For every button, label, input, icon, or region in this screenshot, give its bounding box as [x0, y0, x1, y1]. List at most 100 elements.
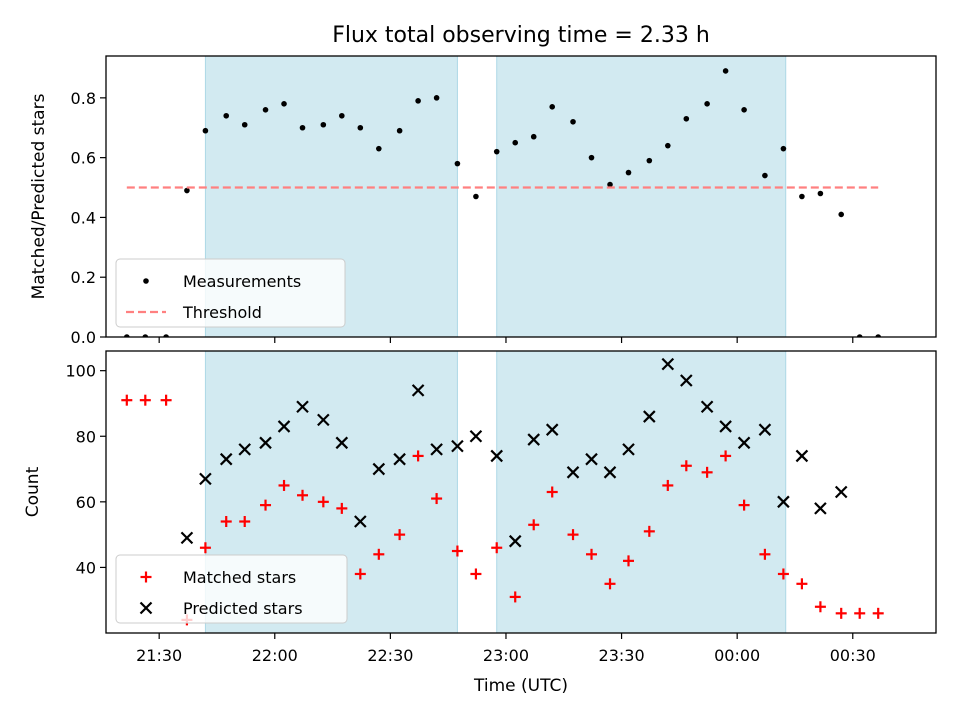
matched-star-point: [546, 486, 558, 498]
matched-star-point: [796, 578, 808, 590]
measurement-point: [299, 124, 306, 131]
x-tick-label: 22:30: [367, 646, 413, 665]
predicted-star-point: [490, 449, 504, 463]
measurement-point: [607, 181, 613, 188]
matched-star-point: [623, 555, 635, 567]
y-tick-label: 40: [76, 558, 96, 577]
y-tick-label: 0.2: [71, 268, 96, 287]
measurement-point: [762, 172, 768, 179]
predicted-star-point: [199, 472, 212, 486]
chart-title: Flux total observing time = 2.33 h: [332, 23, 710, 48]
predicted-star-point: [393, 452, 406, 466]
measurement-point: [817, 190, 824, 197]
predicted-star-point: [372, 462, 386, 476]
y-tick-label: 0.4: [71, 208, 96, 227]
predicted-star-point: [585, 452, 598, 466]
matched-star-point: [777, 568, 789, 580]
legend-label: Matched stars: [183, 568, 296, 587]
y-tick-label: 60: [76, 493, 96, 512]
measurement-point: [142, 334, 149, 337]
predicted-star-point: [603, 466, 617, 479]
predicted-star-point: [430, 443, 443, 456]
matched-star-point: [317, 496, 329, 508]
measurement-point: [357, 124, 364, 131]
matched-star-point: [260, 499, 272, 511]
matched-star-point: [528, 519, 540, 531]
measurement-point: [646, 157, 653, 164]
predicted-star-point: [795, 449, 809, 463]
matched-star-point: [814, 601, 826, 613]
predicted-star-point: [777, 495, 790, 509]
matched-star-point: [121, 394, 133, 406]
predicted-star-point: [317, 413, 330, 427]
matched-star-point: [139, 394, 151, 406]
plot-frame: [105, 55, 937, 338]
x-tick-label: 23:30: [599, 646, 645, 665]
measurement-point: [530, 133, 537, 140]
matched-star-point: [160, 394, 172, 406]
y-axis-label: Matched/Predicted stars: [29, 93, 49, 299]
matched-star-point: [278, 479, 290, 491]
predicted-star-point: [354, 515, 367, 528]
measurement-point: [493, 148, 500, 155]
x-axis-label: Time (UTC): [473, 676, 568, 696]
predicted-star-point: [680, 374, 693, 387]
measurement-point: [281, 101, 287, 107]
predicted-star-point: [758, 423, 772, 436]
measurement-point: [799, 193, 805, 200]
matched-star-point: [354, 568, 366, 580]
measurement-point: [454, 160, 461, 167]
predicted-star-point: [814, 502, 827, 515]
predicted-star-point: [700, 400, 714, 414]
matched-star-point: [567, 529, 579, 541]
legend-box: [115, 554, 348, 624]
matched-star-point: [759, 548, 771, 560]
measurement-point: [184, 187, 190, 194]
predicted-star-point: [335, 436, 349, 450]
legend-marker-predicted: [139, 601, 153, 615]
measurement-point: [415, 98, 421, 104]
matched-star-point: [394, 529, 406, 541]
measurement-point: [163, 334, 169, 337]
y-tick-label: 0.6: [71, 149, 96, 168]
matched-star-point: [738, 499, 750, 511]
matched-star-point: [451, 545, 463, 557]
matched-star-point: [336, 502, 348, 514]
predicted-star-point: [469, 429, 483, 443]
matched-star-point: [662, 479, 674, 491]
predicted-star-point: [719, 420, 732, 433]
measurement-point: [875, 334, 881, 337]
measurement-point: [262, 107, 269, 113]
predicted-star-point: [545, 423, 559, 436]
measurement-point: [780, 145, 787, 152]
predicted-star-point: [661, 357, 675, 371]
matched-star-point: [835, 607, 847, 619]
y-tick-label: 80: [76, 427, 96, 446]
y-tick-label: 0.8: [71, 89, 96, 108]
measurement-point: [433, 95, 440, 101]
predicted-star-point: [737, 436, 751, 450]
measurement-point: [512, 139, 519, 146]
measurement-point: [704, 101, 710, 107]
predicted-star-point: [238, 443, 251, 456]
panel-ratio: 0.0 0.2 0.4 0.6 0.8 Matched/Predicted stars Me…: [29, 55, 937, 347]
matched-star-point: [199, 542, 211, 554]
legend-marker-measurements: [143, 278, 149, 284]
matched-star-point: [220, 516, 232, 528]
predicted-star-point: [527, 433, 540, 446]
matched-star-point: [412, 450, 424, 462]
legend-label: Threshold: [182, 303, 262, 322]
measurement-point: [722, 68, 729, 74]
x-tick-label: 00:00: [714, 646, 760, 665]
matched-star-point: [491, 542, 503, 554]
measurement-point: [339, 112, 345, 119]
predicted-star-point: [180, 531, 194, 545]
matched-star-point: [643, 525, 655, 537]
shaded-interval-1-1: [496, 350, 787, 634]
predicted-star-point: [411, 384, 425, 397]
measurement-point: [202, 127, 209, 134]
measurement-point: [396, 127, 403, 134]
predicted-star-point: [259, 436, 272, 450]
predicted-star-point: [643, 410, 656, 423]
measurement-point: [856, 334, 863, 337]
